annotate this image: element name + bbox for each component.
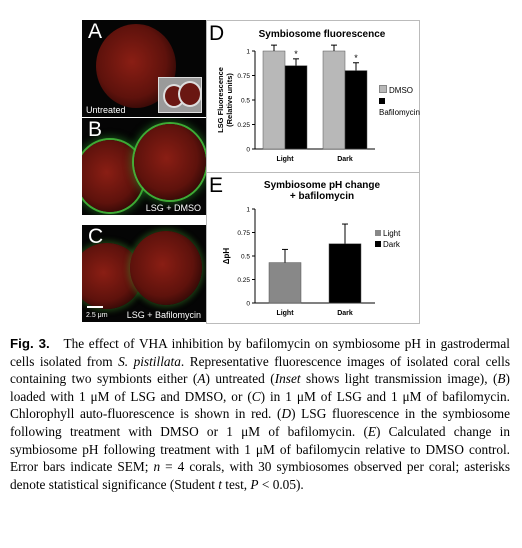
figure-label: Fig. 3.	[10, 336, 50, 351]
y-axis-title: ΔpH	[222, 248, 231, 265]
x-tick-label: Light	[276, 310, 294, 317]
panel-letter-a: A	[88, 20, 103, 43]
chart-e-legend: Light Dark	[375, 228, 400, 250]
panel-c-caption: LSG + Bafilomycin	[126, 310, 201, 320]
y-tick-label: 0.5	[241, 254, 250, 261]
light-transmission-inset	[158, 77, 202, 113]
bar	[344, 70, 368, 150]
y-tick-label: 0.25	[237, 122, 250, 129]
significance-asterisk: *	[294, 49, 298, 59]
micrograph-panel-a: A Untreated	[82, 20, 206, 117]
chart-panel-e: E Symbiosome pH change + bafilomycin 0 0.…	[206, 172, 420, 324]
symbiont-cell	[82, 140, 144, 212]
chart-panel-d: D Symbiosome fluorescence 0 0.25 0.5 0.75 1 L…	[206, 20, 420, 174]
chart-d-title: Symbiosome fluorescence	[258, 29, 386, 40]
scale-bar-label: 2.5 μm	[86, 312, 108, 319]
legend-swatch-dark	[375, 241, 381, 247]
y-axis-title: (Relative units)	[225, 73, 234, 127]
y-tick-label: 0.75	[237, 230, 250, 237]
symbiont-cell	[134, 124, 206, 200]
significance-asterisk: *	[354, 53, 358, 63]
bar	[262, 50, 286, 150]
caption-title: The effect of VHA inhibition by bafilomy…	[10, 336, 510, 369]
x-tick-label: Light	[276, 156, 294, 163]
micrograph-panel-c: C 2.5 μm LSG + Bafilomycin	[82, 225, 206, 322]
micrograph-panel-b: B LSG + DMSO	[82, 118, 206, 215]
legend-entry-dark: Dark	[375, 239, 400, 250]
y-tick-label: 0.25	[237, 277, 250, 284]
panel-b-caption: LSG + DMSO	[145, 203, 201, 213]
x-tick-label: Dark	[337, 156, 353, 163]
y-axis-title: LSG Fluorescence	[216, 67, 225, 133]
y-tick-label: 1	[246, 207, 250, 214]
legend-entry-light: Light	[375, 228, 400, 239]
bar	[322, 50, 346, 150]
y-tick-label: 0	[246, 301, 250, 308]
y-tick-label: 1	[246, 49, 250, 56]
chart-e-title: Symbiosome pH change + bafilomycin	[263, 180, 381, 202]
chart-d-legend: DMSO Bafilomycin	[379, 85, 420, 118]
legend-swatch-bafilomycin	[379, 98, 385, 104]
bar	[328, 243, 362, 304]
legend-entry-dmso: DMSO	[379, 85, 420, 96]
chart-d-plot: 0 0.25 0.5 0.75 1 Light * Dark * LSG Fluorescence…	[216, 44, 375, 163]
bar	[268, 262, 302, 304]
chart-e-plot: 0 0.25 0.5 0.75 1 Light Dark ΔpH	[222, 207, 375, 317]
figure-caption: Fig. 3. The effect of VHA inhibition by …	[10, 336, 511, 492]
inset-cell	[178, 81, 202, 107]
legend-swatch-dmso	[379, 85, 387, 93]
panel-letter-d: D	[209, 22, 225, 45]
panel-letter-b: B	[88, 118, 103, 141]
legend-entry-bafilomycin: Bafilomycin	[379, 96, 420, 118]
panel-a-caption: Untreated	[86, 105, 126, 115]
panel-letter-e: E	[209, 174, 224, 197]
y-tick-label: 0.5	[241, 98, 250, 105]
legend-swatch-light	[375, 230, 381, 236]
scale-bar	[87, 306, 103, 308]
x-tick-label: Dark	[337, 310, 353, 317]
symbiont-cell	[130, 231, 202, 305]
y-tick-label: 0	[246, 147, 250, 154]
panel-letter-c: C	[88, 225, 104, 248]
bar	[284, 65, 308, 150]
y-tick-label: 0.75	[237, 73, 250, 80]
